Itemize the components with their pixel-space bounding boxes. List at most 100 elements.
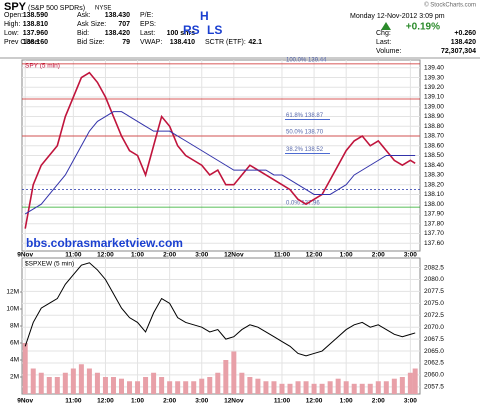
quote-label: Last: (140, 30, 155, 37)
legend: $SPXEW (5 min) (25, 261, 74, 268)
volume-bar (319, 383, 325, 394)
volume-bar (311, 383, 317, 394)
quote-label: Bid: (77, 30, 89, 37)
volume-bar (110, 377, 116, 394)
quote-value: 138.420 (105, 30, 130, 37)
quote-value: 137.960 (23, 30, 48, 37)
quote-label: Last: (376, 39, 391, 46)
quote-value: 72,307,304 (441, 48, 476, 55)
x-tick-label: 1:00 (340, 398, 353, 405)
volume-bar (143, 377, 149, 394)
volume-bar (102, 377, 108, 394)
volume-bar (399, 377, 405, 394)
x-tick-label: 2:00 (163, 398, 176, 405)
y-tick-label: 2062.5 (424, 360, 444, 367)
level-label: 100.0% 139.44 (286, 57, 327, 63)
volume-bar (223, 360, 229, 394)
price-line (24, 111, 416, 215)
y-tick-label: 4M (10, 357, 19, 364)
y-tick-label: 139.10 (424, 94, 444, 101)
annotation: H (200, 9, 209, 23)
x-tick-label: 3:00 (404, 252, 417, 259)
volume-bar (351, 383, 357, 394)
annotation: RS (183, 23, 200, 37)
level-label: 50.0% 138.70 (286, 130, 324, 136)
y-tick-label: 138.50 (424, 152, 444, 159)
volume-bar (295, 381, 301, 394)
volume-bar (231, 351, 237, 394)
quote-label: Low: (4, 30, 19, 37)
exchange: NYSE (95, 6, 111, 12)
quote-value: 707 (118, 21, 130, 28)
volume-bar (412, 368, 418, 394)
y-tick-label: 138.90 (424, 113, 444, 120)
quote-label: VWAP: (140, 39, 162, 46)
price-line (24, 71, 416, 229)
volume-bar (54, 377, 60, 394)
y-tick-label: 138.40 (424, 162, 444, 169)
y-tick-label: 2067.5 (424, 336, 444, 343)
volume-bar (46, 377, 52, 394)
quote-label: Open: (4, 12, 23, 19)
y-tick-label: 6M (10, 340, 19, 347)
symbol-name: (S&P 500 SPDRs) (28, 5, 85, 12)
legend: SPY (5 min) (25, 63, 60, 70)
y-tick-label: 137.70 (424, 230, 444, 237)
volume-bar (287, 383, 293, 394)
x-tick-label: 1:00 (131, 252, 144, 259)
y-tick-label: 138.00 (424, 201, 444, 208)
y-tick-label: 139.40 (424, 65, 444, 72)
volume-bar (247, 377, 253, 394)
y-tick-label: 139.20 (424, 84, 444, 91)
quote-label: High: (4, 21, 20, 28)
quote-value: 138.590 (23, 12, 48, 19)
volume-bar (199, 378, 205, 394)
quote-label: Prev Close: (4, 39, 40, 46)
quote-value: 138.430 (105, 12, 130, 19)
y-tick-label: 2080.0 (424, 276, 444, 283)
quote-value: 79 (122, 39, 130, 46)
y-tick-label: 2077.5 (424, 288, 444, 295)
copyright: © StockCharts.com (424, 2, 476, 9)
volume-bar (207, 377, 213, 394)
quote-value: 138.810 (23, 21, 48, 28)
volume-bar (375, 381, 381, 394)
volume-bar (303, 381, 309, 394)
volume-bar (183, 381, 189, 394)
y-tick-label: 2072.5 (424, 312, 444, 319)
price-line (24, 262, 416, 357)
change-pct: +0.19% (406, 22, 440, 33)
volume-bar (255, 378, 261, 394)
y-tick-label: 2075.0 (424, 300, 444, 307)
volume-bar (175, 381, 181, 394)
volume-bar (327, 381, 333, 394)
x-tick-label: 2:00 (163, 252, 176, 259)
y-tick-label: 8M (10, 323, 19, 330)
level-label: 61.8% 138.87 (286, 113, 324, 119)
x-tick-label: 2:00 (372, 252, 385, 259)
y-tick-label: 138.30 (424, 172, 444, 179)
y-tick-label: 138.60 (424, 142, 444, 149)
y-tick-label: 12M (6, 289, 19, 296)
quote-label: Bid Size: (77, 39, 105, 46)
volume-bar (86, 368, 92, 394)
up-arrow (381, 22, 391, 30)
quote-value: 138.160 (23, 39, 48, 46)
annotation: LS (207, 23, 222, 37)
volume-bar (367, 383, 373, 394)
quote-value: 138.410 (170, 39, 195, 46)
quote-label: Ask: (77, 12, 91, 19)
symbol: SPY (4, 1, 27, 13)
x-tick-label: 9Nov (17, 398, 33, 405)
quote-value: +0.260 (454, 30, 476, 37)
y-tick-label: 10M (6, 306, 19, 313)
volume-bar (94, 372, 100, 394)
volume-bar (271, 381, 277, 394)
volume-bar (30, 368, 36, 394)
x-tick-label: 3:00 (195, 398, 208, 405)
x-tick-label: 11:00 (65, 252, 82, 259)
quote-label: Volume: (376, 48, 401, 55)
x-tick-label: 12:00 (306, 252, 323, 259)
y-tick-label: 138.20 (424, 181, 444, 188)
quote-label: Chg: (376, 30, 391, 37)
